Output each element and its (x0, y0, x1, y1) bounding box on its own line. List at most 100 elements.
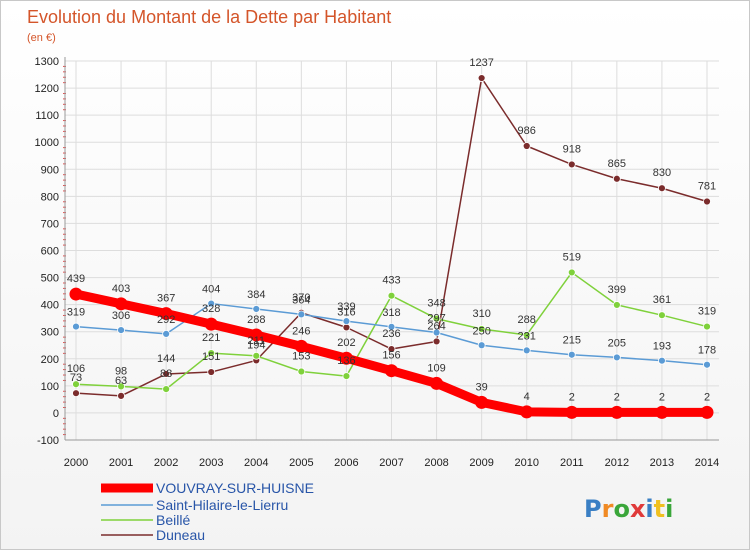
data-point (162, 385, 171, 394)
x-tick-label: 2009 (469, 457, 493, 469)
data-label: 250 (472, 325, 490, 337)
data-label: 39 (476, 381, 488, 393)
data-point (522, 346, 531, 355)
data-label: 205 (608, 337, 626, 349)
chart-title: Evolution du Montant de la Dette par Hab… (27, 7, 391, 27)
x-tick-label: 2011 (560, 457, 584, 469)
data-label: 399 (608, 284, 626, 296)
data-label: 830 (653, 167, 671, 179)
data-label: 288 (518, 314, 536, 326)
data-label: 364 (292, 294, 310, 306)
data-point (114, 297, 128, 311)
data-label: 193 (653, 341, 671, 353)
data-point (610, 405, 624, 419)
data-labels: 439 403 367 328 288 246 202 156 109 39 4 2 2 2 2 319 306… (67, 57, 716, 403)
data-point (117, 382, 125, 391)
data-point (297, 367, 306, 376)
data-point (567, 268, 576, 277)
data-label: 403 (112, 283, 130, 295)
data-label: 986 (518, 125, 536, 137)
data-label: 2 (659, 391, 665, 403)
data-label: 109 (427, 362, 445, 374)
data-point (385, 364, 398, 378)
data-point (565, 405, 579, 419)
y-tick-label: 1000 (35, 137, 59, 149)
data-point (117, 391, 125, 400)
x-tick-label: 2000 (64, 457, 88, 469)
data-point (387, 345, 396, 353)
data-point (612, 174, 621, 183)
data-point (700, 405, 714, 419)
x-tick-label: 2006 (334, 457, 358, 469)
data-label: 348 (427, 298, 445, 310)
data-label: 367 (157, 293, 175, 305)
y-tick-label: 400 (41, 300, 59, 312)
data-point (432, 337, 441, 346)
y-tick-label: 800 (41, 191, 59, 203)
data-point (658, 356, 666, 365)
data-point (658, 311, 666, 320)
data-label: 2 (704, 391, 710, 403)
x-tick-label: 2010 (514, 457, 538, 469)
data-point (432, 328, 441, 337)
data-label: 310 (472, 308, 490, 320)
data-point (69, 287, 83, 301)
data-point (703, 322, 711, 331)
chart-subtitle: (en €) (27, 32, 56, 44)
data-point (477, 341, 486, 350)
data-label: 319 (67, 307, 85, 319)
grid (65, 60, 719, 441)
x-tick-label: 2012 (605, 457, 629, 469)
x-tick-label: 2007 (379, 457, 403, 469)
data-point (72, 380, 80, 389)
y-tick-label: 0 (53, 408, 59, 420)
data-label: 88 (160, 368, 172, 380)
data-point (432, 314, 441, 323)
data-point (567, 160, 576, 169)
data-label: 98 (115, 365, 127, 377)
data-label: 318 (382, 307, 400, 319)
data-point (162, 370, 171, 378)
data-label: 404 (202, 284, 220, 296)
data-label: 781 (698, 181, 716, 193)
data-point (117, 326, 125, 334)
legend-label-0: VOUVRAY-SUR-HUISNE (156, 480, 314, 496)
data-point (207, 368, 216, 376)
y-tick-label: -100 (37, 435, 59, 447)
data-point (204, 317, 218, 331)
data-point (703, 360, 711, 369)
data-label: 264 (427, 320, 445, 332)
data-label: 144 (157, 353, 175, 365)
y-tick-label: 1100 (35, 110, 59, 122)
series-layer (69, 74, 714, 419)
y-tick-label: 500 (41, 273, 59, 285)
data-point (475, 395, 489, 409)
data-label: 156 (382, 350, 400, 362)
data-point (520, 405, 534, 419)
x-tick-label: 2013 (650, 457, 674, 469)
data-point (252, 305, 261, 313)
data-label: 178 (698, 345, 716, 357)
y-tick-label: 600 (41, 246, 59, 258)
data-point (612, 301, 621, 309)
data-label: 288 (247, 314, 265, 326)
y-tick-label: 1300 (35, 56, 59, 68)
data-point (342, 372, 351, 381)
data-label: 1237 (469, 57, 493, 69)
data-label: 316 (337, 306, 355, 318)
x-tick-label: 2001 (109, 457, 133, 469)
x-tick-label: 2014 (695, 457, 719, 469)
x-tick-label: 2005 (289, 457, 313, 469)
data-label: 370 (292, 292, 310, 304)
data-label: 328 (202, 303, 220, 315)
data-point (477, 74, 486, 82)
data-point (703, 197, 711, 206)
data-label: 231 (518, 330, 536, 342)
data-point (387, 322, 396, 331)
data-point (294, 339, 308, 353)
data-label: 153 (292, 351, 310, 363)
data-point (430, 376, 444, 390)
data-point (339, 351, 353, 365)
